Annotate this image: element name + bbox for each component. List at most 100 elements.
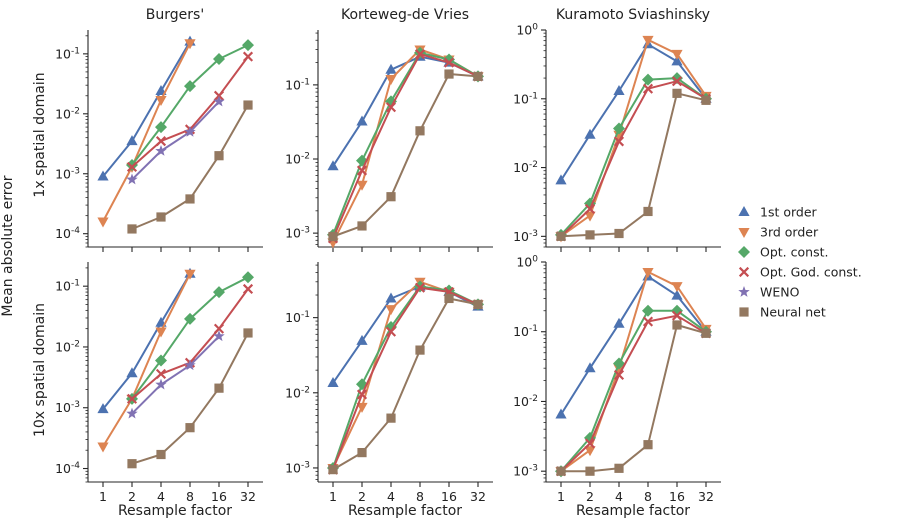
panel-4-line-neural-net (332, 297, 479, 471)
panel-1-point-opt-god-const-3 (414, 49, 426, 60)
legend-marker-neural-net (739, 307, 749, 317)
panel-5-x-tick-label-5: 32 (698, 489, 714, 504)
panel-4-x-tick-label-4: 16 (441, 489, 457, 504)
panel-3-point-neural-net-2 (185, 423, 195, 433)
panel-4-x-tick-label-3: 8 (416, 489, 424, 504)
panel-1-point-opt-god-const-1-shape (356, 165, 368, 176)
panel-0-point-1st-order-1 (126, 135, 138, 146)
panel-5-point-1st-order-1 (584, 362, 596, 373)
panel-3-point-1st-order-1 (126, 367, 138, 378)
panel-1-line-1st-order (332, 55, 479, 167)
panel-0-point-3rd-order-2 (155, 95, 167, 106)
panel-3-point-opt-const-4-shape (242, 271, 254, 284)
panel-5-line-1st-order (560, 275, 707, 416)
legend-marker-shape-opt-god-const (738, 266, 750, 278)
panel-3-x-tick-label-2: 4 (157, 489, 165, 504)
panel-2-y-tick-label-0: 10-3 (513, 229, 538, 244)
panel-5-point-opt-const-3 (642, 304, 654, 317)
panel-1-point-opt-god-const-4 (443, 57, 455, 68)
panel-0-point-1st-order-0 (97, 170, 109, 181)
panel-5-point-opt-const-2 (613, 357, 625, 370)
legend-marker-shape-weno-shape (738, 286, 750, 297)
panel-0-point-neural-net-0-shape (127, 224, 137, 234)
panel-0-point-opt-god-const-0 (126, 161, 138, 172)
panel-3-point-opt-const-3-shape (213, 286, 225, 299)
legend-label-opt-god-const: Opt. God. const. (760, 265, 862, 280)
panel-5-x-tick-label-4: 16 (669, 489, 685, 504)
row-label-1x: 1x spatial domain (32, 72, 48, 197)
panel-5-x-tick-label-3: 8 (644, 489, 652, 504)
xlabel-col-2: Resample factor (348, 503, 462, 519)
panel-2-point-neural-net-3-shape (643, 206, 653, 217)
panel-0-point-3rd-order-3-shape (184, 39, 196, 50)
panel-0-point-opt-const-2-shape (184, 80, 196, 93)
panel-1-y-tick-label-0: 10-3 (285, 226, 310, 241)
panel-3-point-neural-net-0-shape (127, 459, 137, 469)
panel-1-point-1st-order-2-shape (385, 63, 397, 74)
legend-marker-shape-1st-order (738, 206, 750, 216)
panel-1-y-tick-label-2: 10-1 (285, 77, 310, 92)
panel-0-point-3rd-order-0-shape (97, 217, 109, 228)
panel-3-point-opt-god-const-3-shape (213, 323, 225, 334)
panel-2-point-opt-const-3 (642, 73, 654, 86)
panel-5-point-neural-net-5-shape (701, 328, 711, 338)
panel-3-line-3rd-order (102, 273, 191, 448)
panel-0-line-3rd-order (102, 42, 191, 222)
panel-4-point-1st-order-0 (327, 376, 339, 387)
xlabel-col-1: Resample factor (118, 503, 232, 519)
panel-3-line-opt-const (131, 276, 249, 400)
panel-0-y-tick-label-0: 10-4 (55, 226, 80, 241)
panel-3-point-3rd-order-2 (155, 327, 167, 338)
panel-3-point-3rd-order-3-shape (184, 269, 196, 280)
panel-3-point-weno-0-shape (126, 407, 138, 419)
panel-0-line-opt-const (131, 44, 249, 166)
panel-5-point-1st-order-4 (671, 289, 683, 300)
panel-5-point-1st-order-0-shape (555, 408, 567, 419)
panel-2-series-opt-god-const (555, 76, 712, 242)
panel-0-point-1st-order-0-shape (97, 170, 109, 181)
panel-3-point-weno-1 (155, 378, 167, 390)
panel-0-point-opt-const-1 (155, 121, 167, 134)
panel-5-line-opt-const (560, 309, 707, 472)
legend-label-opt-const: Opt. const. (760, 245, 828, 260)
panel-3-line-1st-order (102, 273, 191, 410)
panel-2-point-opt-god-const-3-shape (642, 83, 654, 94)
panel-4-point-opt-god-const-3-shape (414, 282, 426, 293)
panel-1-point-neural-net-1 (357, 221, 367, 231)
panel-2-point-neural-net-4 (672, 88, 682, 98)
panel-1-point-opt-const-4-shape (443, 53, 455, 66)
panel-5-point-3rd-order-3-shape (642, 267, 654, 278)
panel-0-line-neural-net (131, 104, 249, 230)
panel-2-point-opt-const-2 (613, 122, 625, 135)
panel-0-point-opt-const-0-shape (126, 158, 138, 171)
panel-5-point-opt-const-3-shape (642, 304, 654, 317)
panel-2-point-3rd-order-3-shape (642, 35, 654, 46)
legend-marker-shape-3rd-order (738, 228, 750, 238)
panel-5-point-neural-net-5 (701, 328, 711, 338)
panel-0-point-neural-net-4-shape (243, 100, 253, 110)
panel-1-point-opt-god-const-1 (356, 165, 368, 176)
legend-marker-shape-1st-order-shape (738, 206, 750, 216)
panel-0-point-weno-3 (213, 95, 225, 107)
panel-3-point-opt-const-2 (184, 312, 196, 325)
panel-2-point-1st-order-1-shape (584, 128, 596, 139)
panel-5-point-neural-net-4-shape (672, 320, 682, 330)
panel-1-point-neural-net-0-shape (328, 231, 338, 242)
panel-5-x-tick-label-0: 1 (557, 489, 565, 504)
legend-marker-shape-opt-const (738, 246, 750, 258)
panel-5-line-opt-god-const (560, 314, 707, 472)
panel-2-point-opt-god-const-1-shape (584, 203, 596, 215)
panel-5-point-1st-order-4-shape (671, 289, 683, 300)
panel-0-point-opt-const-4-shape (242, 39, 254, 52)
panel-5-point-opt-god-const-4-shape (671, 310, 683, 321)
panel-3-y-tick-label-3: 10-1 (55, 279, 80, 294)
panel-5-series-1st-order (555, 270, 712, 419)
panel-1-line-neural-net (332, 73, 479, 238)
legend-label-1st-order: 1st order (760, 205, 818, 220)
panel-5-y-tick-label-3: 100 (516, 255, 538, 270)
panel-3-point-opt-const-1 (155, 354, 167, 367)
panel-3-x-tick-label-5: 32 (240, 489, 256, 504)
panel-2-point-neural-net-4-shape (672, 88, 682, 98)
panel-3-x-tick-label-0: 1 (99, 489, 107, 504)
panel-2-point-neural-net-2 (614, 228, 624, 239)
